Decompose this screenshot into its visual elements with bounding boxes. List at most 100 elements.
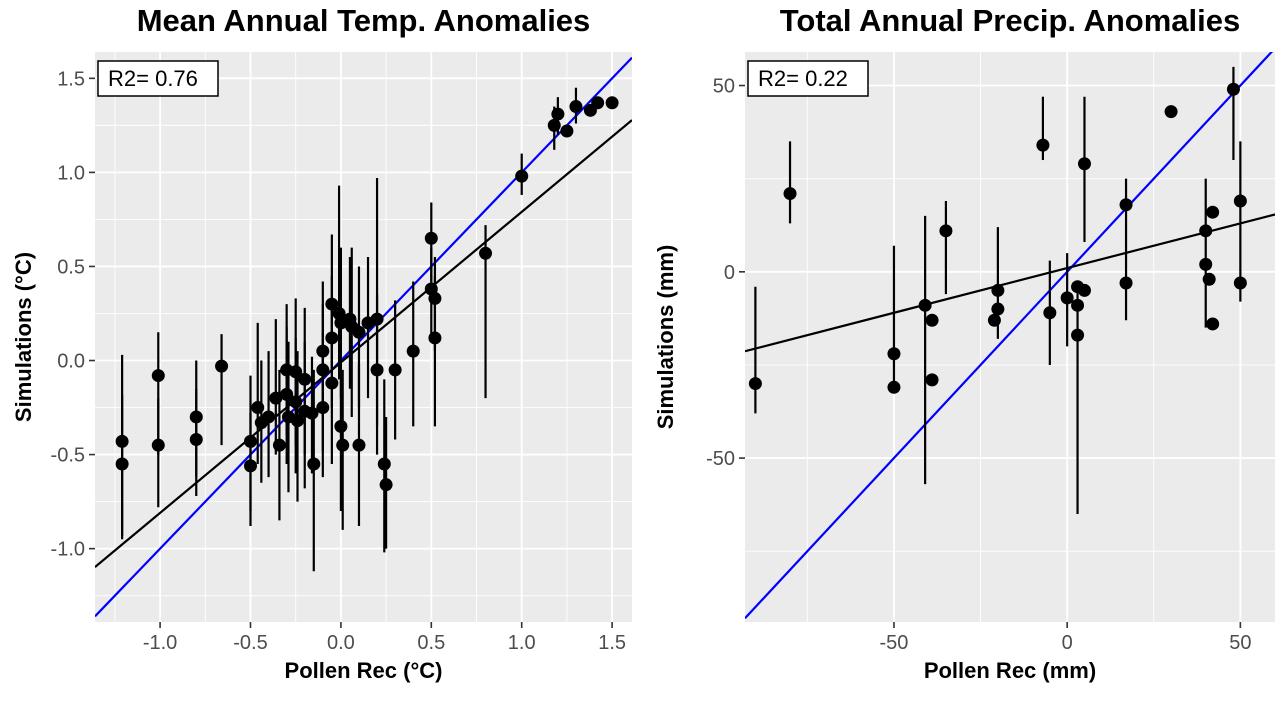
data-point	[591, 96, 605, 110]
data-point	[269, 391, 283, 405]
identity-line	[95, 56, 632, 618]
data-point	[1036, 138, 1050, 152]
data-point	[1202, 272, 1216, 286]
precip-anomalies-chart: Total Annual Precip. Anomalies Simulatio…	[642, 0, 1284, 702]
y-tick-label: 1.5	[57, 68, 85, 90]
data-point	[424, 231, 438, 245]
data-point	[115, 434, 129, 448]
data-point	[1233, 276, 1247, 290]
data-point	[316, 401, 330, 415]
data-point	[1071, 298, 1085, 312]
data-point	[547, 118, 561, 132]
data-point	[336, 438, 350, 452]
data-point	[918, 298, 932, 312]
data-point	[215, 359, 229, 373]
data-point	[352, 325, 366, 339]
x-tick-label: -0.5	[233, 632, 267, 654]
data-point	[272, 438, 286, 452]
data-point	[605, 96, 619, 110]
regression-line	[95, 119, 632, 568]
data-point	[370, 363, 384, 377]
y-tick-label: -1.0	[51, 539, 85, 561]
data-point	[115, 457, 129, 471]
data-point	[243, 434, 257, 448]
data-point	[379, 478, 393, 492]
r2-annotation-box	[97, 60, 219, 97]
data-point	[352, 438, 366, 452]
data-point	[991, 302, 1005, 316]
y-tick-label: -50	[706, 448, 735, 470]
data-point	[925, 313, 939, 327]
data-point	[280, 387, 294, 401]
data-point	[189, 433, 203, 447]
data-point	[325, 297, 339, 311]
y-tick-label: 0.5	[57, 256, 85, 278]
data-point	[316, 363, 330, 377]
data-point	[298, 372, 312, 386]
y-tick-label: 0.0	[57, 351, 85, 373]
data-point	[1233, 194, 1247, 208]
data-point	[307, 457, 321, 471]
data-point	[887, 347, 901, 361]
temp-chart-title: Mean Annual Temp. Anomalies	[136, 3, 591, 38]
data-point	[291, 414, 305, 428]
data-point	[987, 313, 1001, 327]
data-point	[1071, 328, 1085, 342]
data-point	[560, 124, 574, 138]
identity-line	[745, 52, 1274, 620]
data-point	[251, 401, 265, 415]
data-point	[1206, 317, 1220, 331]
data-point	[515, 169, 529, 183]
r2-annotation-text: R2= 0.76	[108, 66, 198, 91]
data-point	[305, 406, 319, 420]
regression-line	[745, 213, 1275, 353]
data-point	[569, 100, 583, 114]
data-point	[479, 246, 493, 260]
y-tick-label: 50	[713, 76, 735, 98]
data-point	[388, 363, 402, 377]
data-point	[289, 395, 303, 409]
y-tick-label: -0.5	[51, 445, 85, 467]
data-point	[151, 438, 165, 452]
precip-plot-area: -50 0 50 -50 0 50 R2= 0.22	[706, 52, 1275, 654]
data-point	[1164, 105, 1178, 119]
precip-chart-title: Total Annual Precip. Anomalies	[779, 3, 1241, 38]
data-point	[939, 224, 953, 238]
x-tick-label: 0.5	[417, 632, 445, 654]
data-point	[925, 373, 939, 387]
data-point	[428, 291, 442, 305]
data-point	[1077, 157, 1091, 171]
data-point	[151, 369, 165, 383]
x-tick-label: 1.0	[508, 632, 536, 654]
data-point	[189, 410, 203, 424]
data-point	[748, 377, 762, 391]
temp-x-axis-title: Pollen Rec (°C)	[284, 658, 443, 683]
y-tick-label: 0	[724, 262, 735, 284]
data-point	[991, 283, 1005, 297]
data-point	[1119, 276, 1133, 290]
data-point	[325, 331, 339, 345]
x-tick-label: -50	[880, 632, 909, 654]
data-point	[428, 331, 442, 345]
precip-x-axis-title: Pollen Rec (mm)	[923, 658, 1097, 683]
data-point	[1119, 198, 1133, 212]
data-point	[289, 365, 303, 379]
r2-annotation-text: R2= 0.22	[758, 66, 848, 91]
data-point	[406, 344, 420, 358]
data-point	[316, 344, 330, 358]
r2-annotation-box	[747, 60, 869, 97]
data-point	[1206, 205, 1220, 219]
data-point	[325, 376, 339, 390]
y-tick-label: 1.0	[57, 162, 85, 184]
data-point	[1043, 306, 1057, 320]
data-point	[887, 380, 901, 394]
panel-background	[745, 52, 1275, 622]
plot-panel	[95, 52, 632, 622]
x-tick-label: 50	[1229, 632, 1251, 654]
data-point	[1199, 224, 1213, 238]
data-point	[1226, 82, 1240, 96]
temp-plot-area: -1.0 -0.5 0.0 0.5 1.0 1.5 -1.0 -0.5 0.0 0.5 1.0 1.5…	[51, 52, 632, 654]
data-point	[1199, 257, 1213, 271]
x-tick-label: 0.0	[327, 632, 355, 654]
